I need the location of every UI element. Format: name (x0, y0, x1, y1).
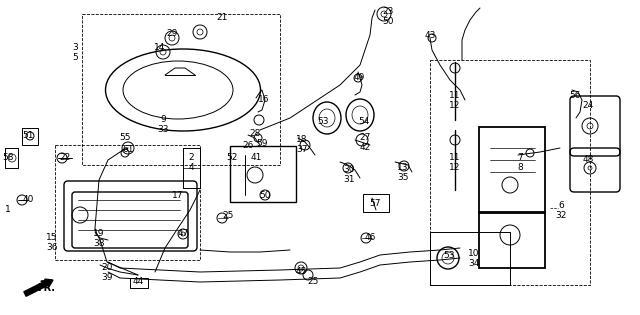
Text: 50: 50 (259, 192, 271, 201)
Text: 48: 48 (582, 156, 594, 164)
Text: 39: 39 (101, 272, 113, 282)
Text: 42: 42 (360, 144, 371, 152)
Text: 40: 40 (22, 196, 34, 204)
Text: 12: 12 (449, 100, 461, 110)
Text: 3: 3 (72, 43, 78, 51)
Text: 10: 10 (468, 249, 480, 257)
Text: 43: 43 (424, 31, 436, 39)
Text: 32: 32 (556, 210, 566, 220)
Text: 28: 28 (250, 129, 260, 138)
Text: 46: 46 (364, 233, 376, 243)
Text: 61: 61 (122, 146, 134, 154)
Text: 59: 59 (256, 139, 268, 147)
Text: 54: 54 (358, 117, 370, 127)
Text: 17: 17 (172, 191, 184, 199)
Text: 16: 16 (259, 95, 269, 105)
Text: 55: 55 (119, 133, 131, 141)
Text: 23: 23 (382, 8, 394, 16)
Text: 52: 52 (227, 152, 237, 162)
Text: FR.: FR. (37, 283, 55, 293)
Text: 34: 34 (468, 259, 480, 267)
Text: 30: 30 (343, 165, 355, 175)
Text: 37: 37 (296, 146, 308, 154)
Text: 9: 9 (160, 116, 166, 124)
Text: 7: 7 (517, 152, 523, 162)
Text: 50: 50 (382, 18, 394, 26)
Text: 49: 49 (353, 73, 365, 83)
Text: 11: 11 (449, 90, 461, 100)
Text: 41: 41 (250, 152, 262, 162)
Text: 1: 1 (5, 205, 11, 215)
Text: 26: 26 (243, 141, 253, 151)
Text: 14: 14 (154, 43, 166, 53)
Text: 25: 25 (222, 211, 234, 220)
Text: 53: 53 (317, 117, 329, 127)
Text: 18: 18 (296, 135, 308, 145)
Text: 35: 35 (397, 174, 409, 182)
FancyArrow shape (24, 279, 53, 296)
Text: 22: 22 (60, 152, 70, 162)
Text: 57: 57 (369, 198, 381, 208)
Text: 53: 53 (444, 250, 455, 260)
Text: 56: 56 (569, 90, 580, 100)
Text: 47: 47 (177, 228, 189, 238)
Text: 58: 58 (3, 153, 13, 163)
Text: 33: 33 (157, 125, 169, 135)
Text: 44: 44 (132, 278, 143, 287)
Text: 45: 45 (295, 267, 307, 277)
Text: 24: 24 (582, 100, 594, 110)
Text: 21: 21 (216, 14, 228, 22)
Text: 31: 31 (343, 175, 355, 185)
Text: 36: 36 (46, 243, 58, 253)
Text: 6: 6 (558, 201, 564, 209)
Text: 20: 20 (101, 262, 113, 272)
Text: 29: 29 (166, 28, 178, 37)
Text: 13: 13 (397, 163, 409, 173)
Text: 5: 5 (72, 53, 78, 61)
Text: 38: 38 (93, 239, 105, 249)
Text: 15: 15 (46, 233, 58, 243)
Text: 4: 4 (188, 163, 194, 171)
Text: 51: 51 (22, 130, 34, 140)
Text: 2: 2 (188, 152, 194, 162)
Text: 11: 11 (449, 153, 461, 163)
Text: 12: 12 (449, 163, 461, 173)
Text: 27: 27 (359, 134, 371, 142)
Text: 25: 25 (307, 277, 319, 285)
Text: 19: 19 (93, 230, 105, 238)
Text: 8: 8 (517, 163, 523, 171)
